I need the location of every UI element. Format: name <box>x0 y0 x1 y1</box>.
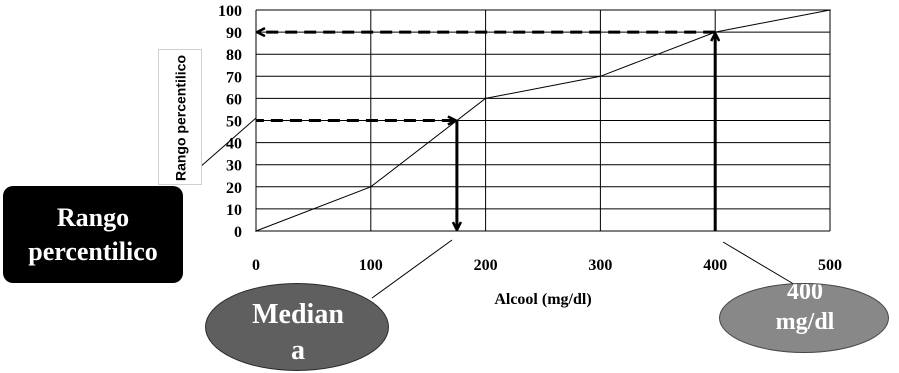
value-callout: 400 mg/dl <box>719 283 889 353</box>
series-lines <box>255 9 831 232</box>
y-axis-title-box: Rango percentilico <box>158 49 202 185</box>
data-point <box>599 75 602 78</box>
y-tick-label: 20 <box>226 180 242 197</box>
series-line-0 <box>255 9 831 232</box>
value-leader <box>722 241 798 287</box>
y-tick-label: 70 <box>226 69 242 86</box>
y-tick-label: 30 <box>226 158 242 175</box>
arrow-annotations <box>256 32 715 231</box>
y-tick-label: 100 <box>218 3 242 20</box>
data-point <box>829 9 831 11</box>
data-point <box>255 230 257 232</box>
y-tick-label: 0 <box>234 224 242 241</box>
tick-labels: 0 10 20 30 40 50 60 70 80 90 100 0 100 200 300 400 500 <box>218 3 842 274</box>
y-tick-label: 40 <box>226 136 242 153</box>
x-tick-label: 200 <box>474 257 498 274</box>
median-leader <box>371 239 453 299</box>
percentile-callout: Rango percentilico <box>3 186 183 283</box>
x-axis-title: Alcool (mg/dl) <box>494 291 591 308</box>
median-callout-label: Mediana <box>252 299 344 366</box>
x-tick-label: 500 <box>818 257 842 274</box>
y-tick-label: 50 <box>226 114 242 131</box>
data-point <box>370 186 372 188</box>
y-tick-label: 10 <box>226 202 242 219</box>
percentile-callout-label: Rango percentilico <box>28 202 158 266</box>
median-callout: Mediana <box>205 283 389 371</box>
data-point <box>484 97 487 100</box>
x-tick-label: 0 <box>252 257 260 274</box>
y-tick-label: 80 <box>226 47 242 64</box>
x-tick-label: 300 <box>588 257 612 274</box>
y-tick-label: 90 <box>226 25 242 42</box>
value-callout-label: 400 mg/dl <box>775 283 835 335</box>
x-tick-label: 100 <box>359 257 383 274</box>
x-tick-label: 400 <box>703 257 727 274</box>
y-axis-title: Rango percentilico <box>172 54 189 182</box>
y-tick-label: 60 <box>226 91 242 108</box>
